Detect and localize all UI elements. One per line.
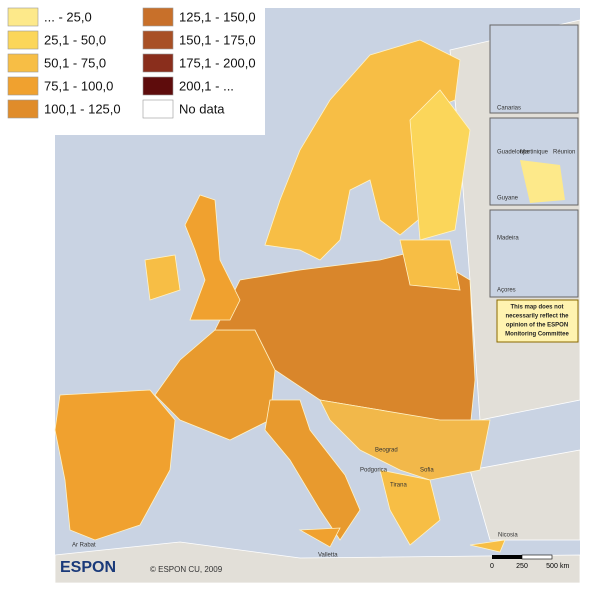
place-label: Ar Rabat — [72, 543, 96, 549]
place-label: Nicosia — [498, 533, 518, 539]
africa — [54, 541, 581, 584]
place-label: Podgorica — [360, 468, 388, 474]
copyright: © ESPON CU, 2009 — [150, 565, 223, 574]
inset-label: Açores — [497, 288, 516, 294]
scale-label: 0 — [490, 563, 494, 570]
legend-label: 100,1 - 125,0 — [44, 101, 121, 116]
greece — [379, 469, 441, 546]
legend-label: No data — [179, 101, 225, 116]
iberia — [54, 389, 176, 541]
legend-swatch — [7, 76, 39, 96]
ireland — [144, 254, 181, 301]
legend-label: 25,1 - 50,0 — [44, 32, 106, 47]
inset-label: Madeira — [497, 236, 519, 242]
turkey — [469, 449, 581, 541]
notice-line: necessarily reflect the — [505, 314, 569, 320]
legend-swatch — [142, 30, 174, 50]
legend-label: ... - 25,0 — [44, 9, 92, 24]
central-europe — [214, 249, 476, 431]
legend-swatch — [7, 7, 39, 27]
scale-unit: km — [560, 563, 570, 570]
place-label: Valletta — [318, 553, 338, 559]
notice-line: opinion of the ESPON — [506, 323, 568, 329]
scale-label: 250 — [516, 563, 528, 570]
guyane-shape — [520, 160, 565, 203]
legend-label: 200,1 - ... — [179, 78, 234, 93]
great-britain — [184, 194, 241, 321]
inset-label: Canarias — [497, 106, 521, 112]
place-label: Sofia — [420, 468, 434, 474]
legend-swatch — [7, 30, 39, 50]
inset-label: Martinique — [520, 150, 549, 156]
scale-bar — [521, 554, 553, 560]
legend-label: 125,1 - 150,0 — [179, 9, 256, 24]
legend-swatch — [142, 7, 174, 27]
legend-label: 175,1 - 200,0 — [179, 55, 256, 70]
legend: ... - 25,0 25,1 - 50,0 50,1 - 75,0 75,1 - 1… — [7, 7, 256, 119]
italy — [264, 399, 361, 541]
notice-line: Monitoring Committee — [505, 332, 569, 338]
scale-bar — [492, 555, 522, 559]
legend-swatch — [142, 76, 174, 96]
inset-frame — [489, 24, 579, 114]
legend-label: 50,1 - 75,0 — [44, 55, 106, 70]
sicily — [298, 527, 341, 548]
cyprus — [469, 539, 506, 553]
finland — [409, 89, 471, 241]
inset-frame — [489, 209, 579, 298]
logo: ESPON — [60, 559, 116, 576]
scale-label: 500 — [546, 563, 558, 570]
balkans — [319, 399, 491, 481]
baltics — [399, 239, 461, 291]
place-label: Tirana — [390, 483, 407, 489]
legend-swatch — [142, 53, 174, 73]
notice-box — [496, 299, 579, 343]
legend-swatch — [7, 53, 39, 73]
place-label: Beograd — [375, 448, 398, 454]
inset-label: Réunion — [553, 150, 575, 156]
notice-line: This map does not — [510, 305, 563, 311]
legend-box — [0, 0, 265, 135]
legend-label: 75,1 - 100,0 — [44, 78, 113, 93]
inset-label: Guadeloupe — [497, 150, 530, 156]
inset-label: Guyane — [497, 196, 519, 202]
legend-label: 150,1 - 175,0 — [179, 32, 256, 47]
legend-swatch — [142, 99, 174, 119]
insets — [489, 24, 579, 343]
legend-swatch — [7, 99, 39, 119]
